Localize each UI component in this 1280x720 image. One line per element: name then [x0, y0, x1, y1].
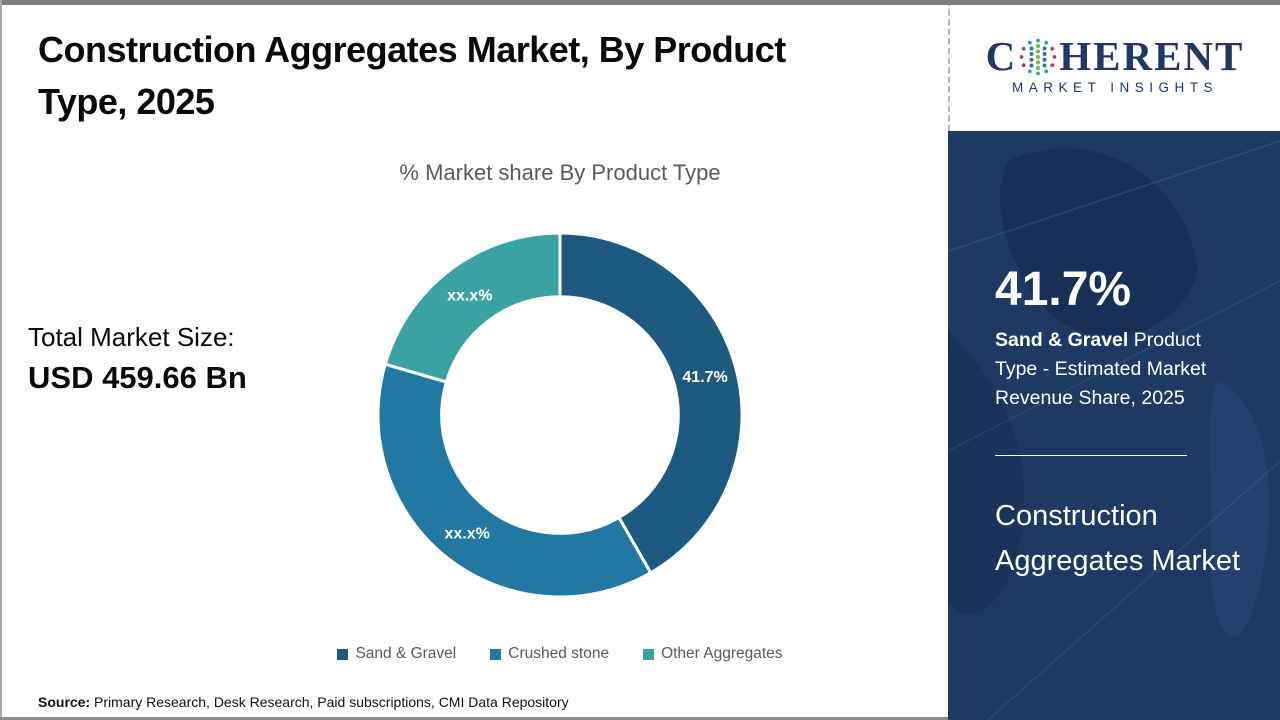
brand-logo: C HERENT MARKET INSIGHTS — [948, 0, 1280, 131]
sidebar: 41.7% Sand & Gravel Product Type - Estim… — [948, 131, 1280, 720]
chart-segment-1 — [376, 362, 653, 599]
sidebar-stat-desc-rest: Product Type - Estimated Market Revenue … — [995, 329, 1207, 409]
legend-label: Crushed stone — [508, 645, 610, 662]
sidebar-divider — [995, 455, 1187, 456]
source-line: Source: Primary Research, Desk Research,… — [38, 694, 569, 710]
legend-label: Other Aggregates — [661, 645, 783, 662]
chart-segment-0 — [558, 231, 744, 575]
world-map-texture-icon — [948, 140, 1280, 720]
sidebar-market-name: Construction Aggregates Market — [995, 500, 1241, 577]
segment-value-label-1: xx.x% — [445, 526, 490, 543]
page-bottom-border — [0, 717, 948, 720]
legend-swatch-icon — [490, 648, 502, 660]
legend-swatch-icon — [337, 648, 349, 660]
brand-tagline: MARKET INSIGHTS — [1011, 80, 1219, 95]
globe-dots-icon — [1019, 38, 1057, 75]
source-text: Primary Research, Desk Research, Paid su… — [90, 694, 569, 710]
sidebar-stat-segment-name: Sand & Gravel — [995, 329, 1129, 351]
page-top-border — [0, 0, 1280, 5]
sidebar-content: 41.7% Sand & Gravel Product Type - Estim… — [948, 131, 1280, 584]
segment-value-label-0: 41.7% — [682, 369, 727, 386]
chart-legend: Sand & Gravel Crushed stone Other Aggregat… — [160, 645, 960, 663]
donut-chart: 41.7% xx.x% xx.x% — [360, 215, 760, 615]
brand-prefix: C — [985, 33, 1018, 79]
sidebar-stat-description: Sand & Gravel Product Type - Estimated M… — [995, 326, 1237, 413]
total-market-size-label: Total Market Size: — [28, 322, 235, 352]
source-label: Source: — [38, 694, 91, 710]
page-left-border — [0, 0, 2, 720]
legend-item: Sand & Gravel — [337, 645, 456, 663]
brand-suffix: HERENT — [1059, 33, 1245, 79]
total-market-size-value: USD 459.66 Bn — [28, 360, 247, 395]
sidebar-stat-value: 41.7% — [995, 263, 1132, 316]
legend-item: Crushed stone — [490, 645, 609, 663]
legend-swatch-icon — [643, 648, 655, 660]
segment-value-label-2: xx.x% — [447, 287, 492, 304]
total-market-size: Total Market Size: USD 459.66 Bn — [28, 322, 247, 396]
chart-title: % Market share By Product Type — [399, 160, 721, 185]
chart-segment-2 — [383, 231, 562, 384]
legend-label: Sand & Gravel — [355, 645, 457, 662]
legend-item: Other Aggregates — [643, 645, 783, 663]
brand-wordmark: C HERENT — [986, 36, 1245, 77]
donut-chart-svg: 41.7% xx.x% xx.x% — [376, 231, 744, 599]
page-title: Construction Aggregates Market, By Produ… — [38, 29, 786, 122]
